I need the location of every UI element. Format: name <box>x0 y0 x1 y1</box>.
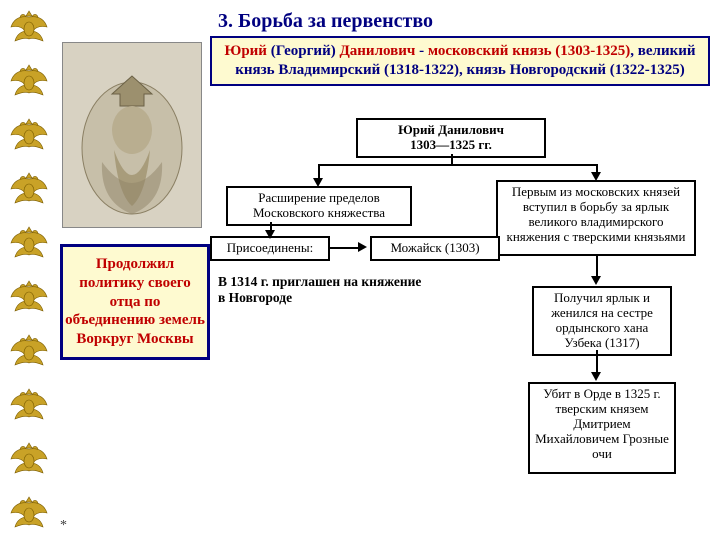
info-role-red: московский князь (1303-1325) <box>428 43 630 59</box>
info-name-paren: (Георгий) <box>267 43 340 59</box>
eagle-icon <box>8 490 50 532</box>
node-expansion: Расширение пределов Московского княжеств… <box>226 186 412 226</box>
info-name-a: Юрий <box>224 43 267 59</box>
footnote-asterisk: * <box>60 518 67 534</box>
portrait-placeholder-icon <box>72 50 192 220</box>
slide-title: 3. Борьба за первенство <box>218 10 433 33</box>
connector <box>591 372 601 381</box>
eagle-icon <box>8 436 50 478</box>
policy-box: Продолжил политику своего отца по объеди… <box>60 244 210 360</box>
node-struggle: Первым из московских князей вступил в бо… <box>496 180 696 256</box>
info-dash: - <box>415 43 428 59</box>
connector <box>318 164 596 166</box>
connector <box>591 276 601 285</box>
eagle-icon <box>8 4 50 46</box>
node-root: Юрий Данилович1303—1325 гг. <box>356 118 546 158</box>
flowchart: Юрий Данилович1303—1325 гг. Расширение пр… <box>210 118 708 534</box>
connector <box>591 172 601 181</box>
connector <box>265 230 275 239</box>
eagle-icon <box>8 112 50 154</box>
eagle-icon <box>8 382 50 424</box>
connector <box>313 178 323 187</box>
eagle-icon <box>8 166 50 208</box>
eagle-icon <box>8 328 50 370</box>
info-name-b: Данилович <box>339 43 415 59</box>
connector <box>596 256 598 278</box>
eagle-icon <box>8 58 50 100</box>
info-box: Юрий (Георгий) Данилович - московский кн… <box>210 36 710 86</box>
node-yarlyk: Получил ярлык и женился на сестре ордынс… <box>532 286 672 356</box>
connector <box>451 154 453 164</box>
node-annexed-label: Присоединены: <box>210 236 330 261</box>
portrait <box>62 42 202 228</box>
eagle-icon <box>8 220 50 262</box>
connector <box>330 247 360 249</box>
free-text-novgorod: В 1314 г. приглашен на княжениев Новгоро… <box>218 274 421 306</box>
connector <box>358 242 367 252</box>
node-killed: Убит в Орде в 1325 г. тверским князем Дм… <box>528 382 676 474</box>
eagle-icon <box>8 274 50 316</box>
node-mozhaisk: Можайск (1303) <box>370 236 500 261</box>
connector <box>596 350 598 374</box>
eagle-strip <box>8 0 50 540</box>
